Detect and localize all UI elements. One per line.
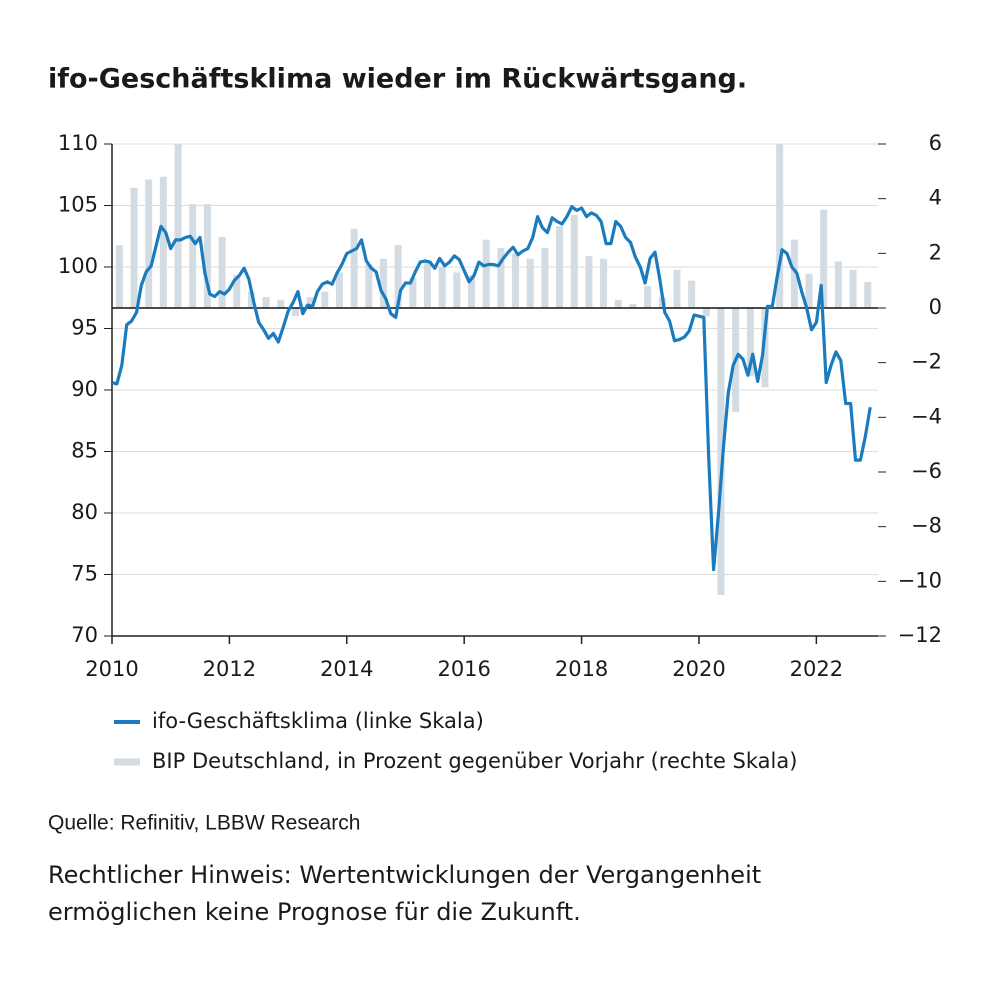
bar xyxy=(409,277,417,308)
bar xyxy=(717,308,725,595)
bar xyxy=(189,204,197,308)
bar xyxy=(218,236,226,308)
y2-tick-label: −2 xyxy=(911,350,942,374)
x-tick-label: 2018 xyxy=(555,657,608,681)
bar xyxy=(746,308,754,377)
bar xyxy=(438,267,446,308)
bar xyxy=(130,187,138,308)
bar xyxy=(629,303,637,308)
y-tick-label: 75 xyxy=(71,562,98,586)
bar xyxy=(761,308,769,388)
y2-tick-label: −4 xyxy=(911,404,942,428)
bar xyxy=(453,272,461,308)
bar xyxy=(512,253,520,308)
note-line: Rechtlicher Hinweis: Wertentwicklungen d… xyxy=(48,861,761,889)
bar xyxy=(790,239,798,308)
bar xyxy=(115,245,123,308)
y-tick-label: 90 xyxy=(71,377,98,401)
legend-label: BIP Deutschland, in Prozent gegenüber Vo… xyxy=(152,749,797,773)
y2-tick-label: 0 xyxy=(929,295,942,319)
y2-tick-label: −10 xyxy=(898,568,942,592)
bar xyxy=(570,215,578,308)
legend-label: ifo-Geschäftsklima (linke Skala) xyxy=(152,709,484,733)
y-tick-label: 80 xyxy=(71,500,98,524)
y-tick-label: 70 xyxy=(71,623,98,647)
y-tick-label: 105 xyxy=(58,193,98,217)
bar xyxy=(864,282,872,308)
bar xyxy=(379,258,387,308)
bar xyxy=(849,269,857,308)
bar xyxy=(585,256,593,308)
bar xyxy=(335,272,343,308)
y-tick-label: 85 xyxy=(71,439,98,463)
source: Quelle: Refinitiv, LBBW Research xyxy=(48,812,360,835)
bar xyxy=(350,228,358,308)
y2-tick-label: −6 xyxy=(911,459,942,483)
bar xyxy=(702,308,710,317)
chart-title: ifo-Geschäftsklima wieder im Rückwärtsga… xyxy=(48,64,747,95)
y-tick-label: 110 xyxy=(58,131,98,155)
bar xyxy=(614,299,622,308)
y-tick-label: 100 xyxy=(58,254,98,278)
bar xyxy=(526,258,534,308)
bar xyxy=(247,291,255,308)
bar xyxy=(805,273,813,308)
bar xyxy=(644,286,652,308)
y2-tick-label: −8 xyxy=(911,514,942,538)
x-tick-label: 2014 xyxy=(320,657,373,681)
y2-tick-label: 4 xyxy=(929,186,942,210)
bar xyxy=(497,247,505,308)
bar xyxy=(277,299,285,308)
bar xyxy=(820,209,828,308)
x-tick-label: 2010 xyxy=(85,657,138,681)
bar xyxy=(233,275,241,308)
bar xyxy=(673,269,681,308)
y-tick-label: 95 xyxy=(71,316,98,340)
y2-tick-label: 6 xyxy=(929,131,942,155)
bar xyxy=(688,280,696,308)
bar xyxy=(600,258,608,308)
bar xyxy=(174,144,182,308)
bar xyxy=(203,204,211,308)
x-tick-label: 2012 xyxy=(203,657,256,681)
bar xyxy=(262,297,270,308)
bar xyxy=(423,261,431,308)
bar xyxy=(306,297,314,308)
bar xyxy=(291,308,299,317)
bar xyxy=(541,247,549,308)
note-line: ermöglichen keine Prognose für die Zukun… xyxy=(48,898,581,926)
y2-tick-label: −12 xyxy=(898,623,942,647)
x-tick-label: 2016 xyxy=(437,657,490,681)
x-tick-label: 2022 xyxy=(790,657,843,681)
bar xyxy=(145,179,153,308)
bar xyxy=(556,226,564,308)
line xyxy=(111,205,872,572)
bar xyxy=(468,275,476,308)
x-tick-label: 2020 xyxy=(672,657,725,681)
bar xyxy=(776,144,784,308)
bar xyxy=(394,245,402,308)
bar xyxy=(321,291,329,308)
bar xyxy=(365,264,373,308)
bar xyxy=(834,261,842,308)
bar xyxy=(482,239,490,308)
y2-tick-label: 2 xyxy=(929,240,942,264)
bar xyxy=(159,176,167,308)
